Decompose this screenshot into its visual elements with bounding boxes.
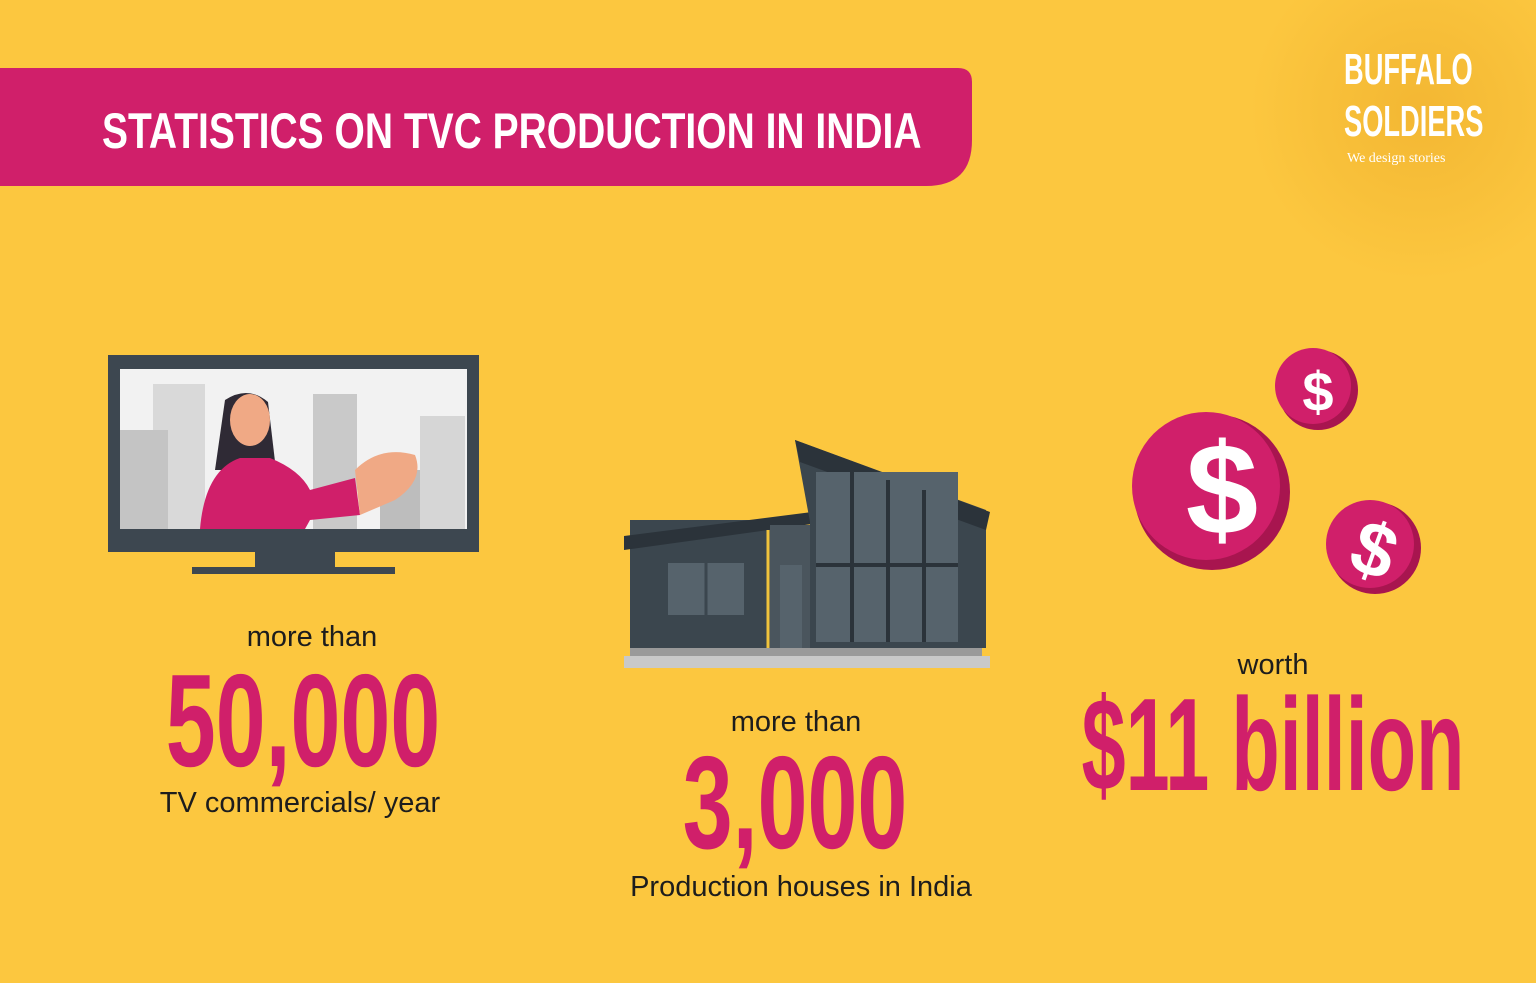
stat-figure: $11 billion	[1082, 671, 1465, 819]
house-illustration	[624, 440, 990, 668]
logo-line: BUFFALO	[1344, 44, 1473, 93]
logo-glow	[1250, 0, 1536, 280]
stat-prefix: more than	[731, 706, 862, 738]
logo-tagline: We design stories	[1347, 151, 1445, 166]
title-banner	[0, 68, 972, 186]
stat-figure: 50,000	[166, 647, 441, 794]
coin-symbol: $	[1186, 416, 1258, 562]
stat-caption: TV commercials/ year	[160, 787, 441, 819]
stat-caption: Production houses in India	[630, 871, 973, 903]
stat-prefix: worth	[1237, 649, 1309, 681]
tv-illustration	[108, 355, 479, 574]
coin-symbol: $	[1302, 360, 1333, 423]
title: STATISTICS ON TVC PRODUCTION IN INDIA	[102, 102, 922, 159]
coins-illustration: $ $ $	[1132, 348, 1421, 598]
logo-line: SOLDIERS	[1344, 96, 1483, 145]
stat-prefix: more than	[247, 621, 378, 653]
stat-figure: 3,000	[683, 729, 908, 876]
